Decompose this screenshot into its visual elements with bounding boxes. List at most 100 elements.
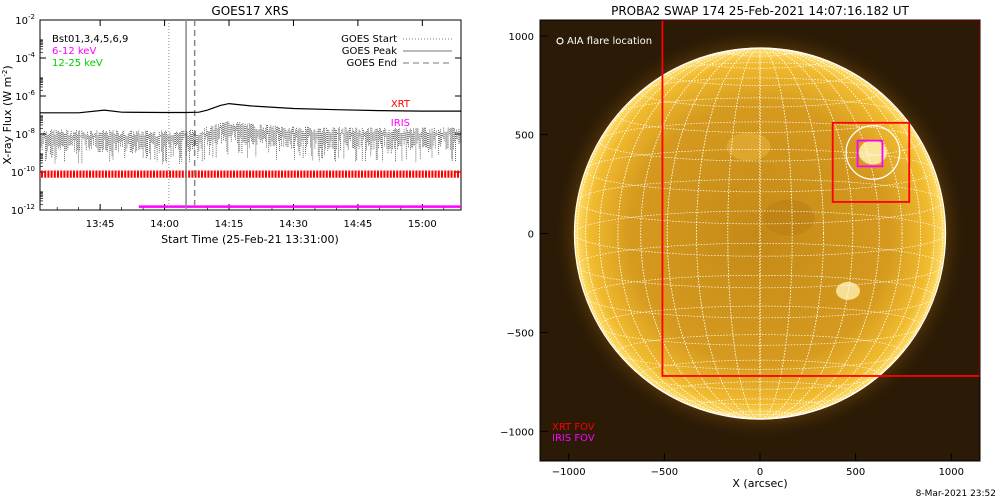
xrt-band-mark (367, 170, 370, 178)
left-y-tick-base: 10 (11, 206, 24, 217)
goes-low-channel-series (40, 121, 461, 165)
xrt-band-mark (405, 170, 408, 178)
xrt-band-mark (201, 170, 203, 178)
xrt-band-mark (220, 170, 223, 178)
xrt-band-mark (207, 170, 210, 178)
xrt-band-mark (338, 170, 341, 178)
xrt-band-mark (229, 170, 232, 178)
left-x-tick-label: 14:15 (215, 219, 244, 230)
xrt-band-mark (69, 170, 72, 178)
xrt-band-mark (255, 170, 258, 178)
xrt-band-mark (213, 170, 216, 178)
right-y-tick-label: 0 (528, 230, 534, 241)
xrt-band-mark (137, 170, 139, 178)
xrt-band-mark (191, 170, 194, 178)
xrt-band-mark (261, 170, 264, 178)
xrt-band-mark (421, 170, 424, 178)
latitude-line (640, 359, 880, 390)
longitude-line (759, 47, 761, 420)
solar-disk (574, 48, 946, 420)
flare-bright-region (858, 140, 887, 165)
right-x-tick-label: −1000 (552, 467, 586, 478)
xrt-band-mark (249, 170, 251, 178)
left-y-tick-label: 10-6 (15, 89, 35, 103)
latitude-line (727, 410, 793, 420)
xrt-band-mark (329, 170, 331, 178)
xrt-band-mark (460, 170, 461, 178)
longitude-line (576, 47, 944, 420)
xrt-band-mark (60, 170, 63, 178)
xrt-band-mark (306, 170, 309, 178)
left-x-tick-label: 14:30 (279, 219, 308, 230)
xrt-band-mark (159, 170, 162, 178)
xrt-band-mark (287, 170, 290, 178)
left-plot-frame (39, 19, 462, 211)
fov-box (856, 139, 884, 168)
xrt-band-mark (389, 170, 392, 178)
xrt-band-mark (313, 170, 315, 178)
xrt-band-mark (41, 170, 43, 178)
xrt-band-mark (345, 170, 347, 178)
goes-legend-entry: GOES Start (341, 34, 397, 45)
xrt-band-mark (50, 170, 53, 178)
right-y-tick-label: −1000 (500, 427, 534, 438)
left-x-tick-label: 14:00 (150, 219, 179, 230)
fov-label: XRT FOV (552, 422, 595, 433)
xrt-band-mark (418, 170, 421, 178)
footer-timestamp: 8-Mar-2021 23:52 (916, 489, 996, 499)
xrt-band-mark (105, 170, 107, 178)
xrt-band-mark (197, 170, 200, 178)
xrt-band-mark (373, 170, 376, 178)
xrt-band-mark (162, 170, 165, 178)
left-y-tick-label: 10-12 (11, 203, 35, 217)
xrt-band-mark (146, 170, 149, 178)
left-y-tick-exponent: -2 (28, 13, 35, 21)
aia-legend-label: AIA flare location (567, 36, 652, 47)
xrt-band-mark (92, 170, 95, 178)
left-y-tick-exponent: -8 (28, 127, 35, 135)
xrt-band-mark (444, 170, 447, 178)
xrt-band-mark (428, 170, 431, 178)
xrt-band-mark (101, 170, 104, 178)
latitude-line (574, 210, 946, 257)
xrt-band-mark (140, 170, 143, 178)
xrt-band-mark (181, 170, 184, 178)
left-chart-title: GOES17 XRS (211, 4, 288, 18)
right-y-axis-ticks: 1000 500 0 −500 −1000 (500, 32, 548, 438)
xrt-band-mark (393, 170, 395, 178)
xrt-band-mark (95, 170, 98, 178)
xrt-band-mark (281, 170, 283, 178)
left-y-tick-base: 10 (15, 130, 28, 141)
right-chart-title: PROBA2 SWAP 174 25-Feb-2021 14:07:16.182… (611, 4, 909, 18)
latitude-line (727, 47, 793, 57)
xrt-band-mark (383, 170, 386, 178)
xrt-band-mark (268, 170, 271, 178)
xrt-band-mark (165, 170, 168, 178)
xrt-band-mark (457, 170, 459, 178)
xrt-band-mark (277, 170, 280, 178)
xrt-band-mark (354, 170, 357, 178)
xrt-band-mark (425, 170, 427, 178)
left-y-tick-base: 10 (11, 168, 24, 179)
right-x-tick-label: 500 (846, 467, 865, 478)
right-x-tick-label: −500 (651, 467, 678, 478)
left-y-tick-label: 10-2 (15, 13, 35, 27)
instrument-bands (41, 170, 461, 208)
xrt-band-mark (127, 170, 130, 178)
xrt-band-mark (332, 170, 335, 178)
dark-region (762, 199, 815, 236)
xrt-band-mark (351, 170, 354, 178)
active-region-north (726, 132, 771, 161)
latitude-line (640, 77, 880, 108)
xrt-band-mark (153, 170, 155, 178)
xrt-band-mark (66, 170, 69, 178)
xrt-band-mark (188, 170, 191, 178)
xrt-band-mark (409, 170, 411, 178)
right-y-tick-label: 500 (515, 131, 534, 142)
left-y-tick-label: 10-8 (15, 127, 35, 141)
xrt-band-mark (348, 170, 351, 178)
xrt-band-mark (133, 170, 136, 178)
left-y-tick-base: 10 (15, 16, 28, 27)
xrt-band-mark (204, 170, 207, 178)
